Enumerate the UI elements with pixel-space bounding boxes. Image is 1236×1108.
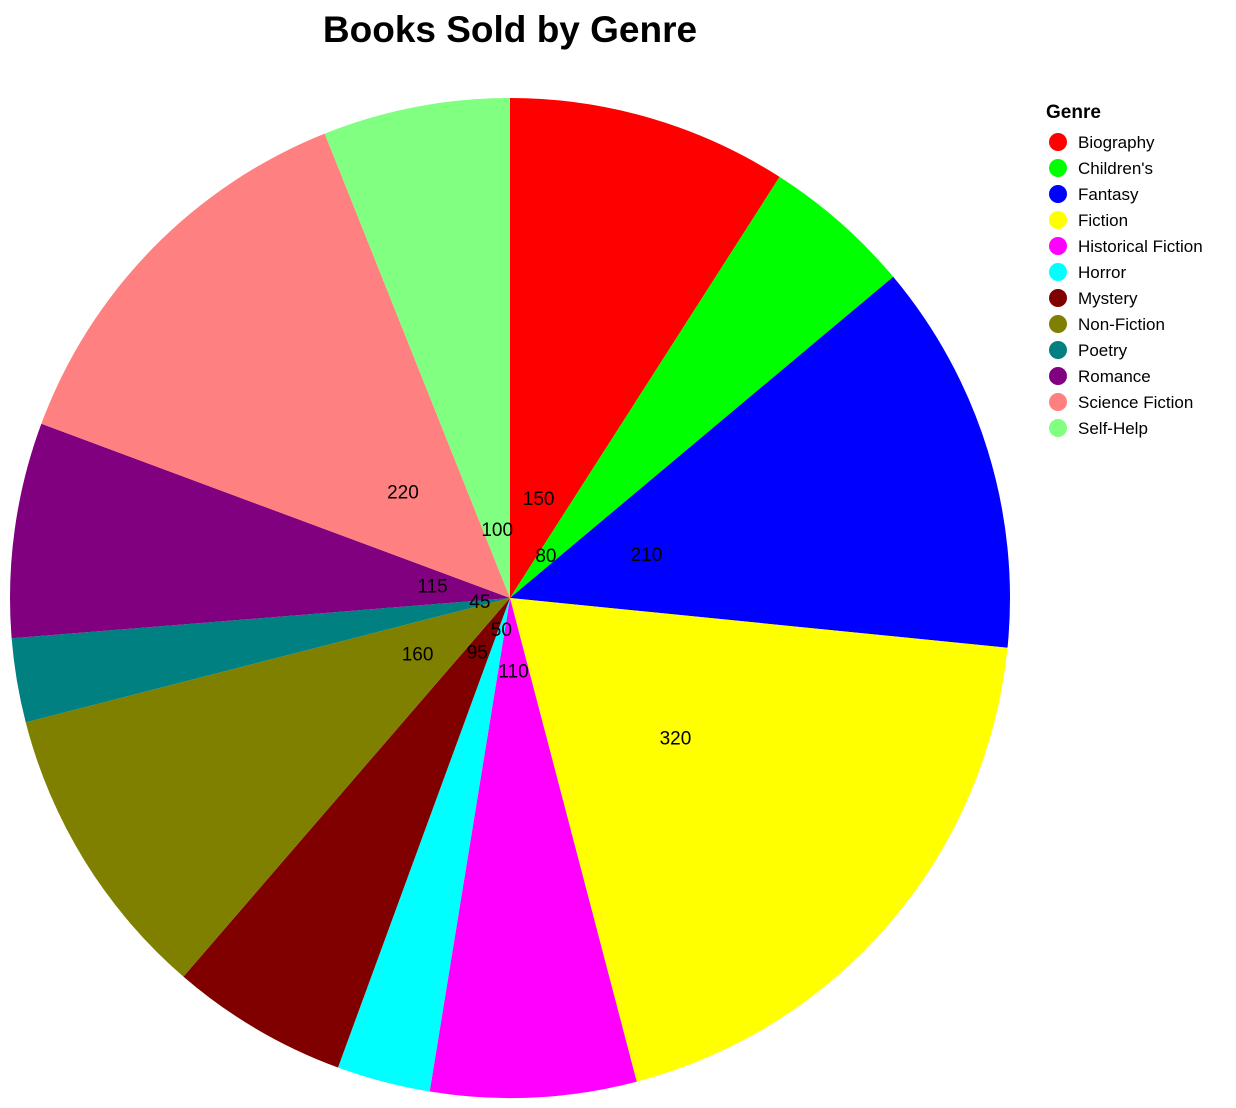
legend-label-biography: Biography	[1078, 133, 1155, 152]
slice-fantasy	[510, 276, 1011, 648]
legend-swatch-science-fiction	[1049, 393, 1067, 411]
legend-swatch-children-s	[1049, 159, 1067, 177]
legend-swatch-self-help	[1049, 419, 1067, 437]
slice-poetry	[11, 598, 510, 723]
legend-label-children-s: Children's	[1078, 159, 1153, 178]
legend-swatch-historical-fiction	[1049, 237, 1067, 255]
legend-label-romance: Romance	[1078, 367, 1151, 386]
legend-swatch-romance	[1049, 367, 1067, 385]
legend-swatch-fiction	[1049, 211, 1067, 229]
legend-swatch-poetry	[1049, 341, 1067, 359]
slice-mystery	[183, 598, 511, 1068]
legend-swatch-biography	[1049, 133, 1067, 151]
data-label-self-help: 100	[481, 520, 513, 541]
legend-label-historical-fiction: Historical Fiction	[1078, 237, 1203, 256]
legend-swatch-fantasy	[1049, 185, 1067, 203]
slice-biography	[510, 98, 780, 598]
data-label-horror: 50	[491, 620, 512, 641]
data-label-mystery: 95	[467, 643, 488, 664]
legend-swatch-mystery	[1049, 289, 1067, 307]
pie-slices	[10, 98, 1011, 1099]
slice-non-fiction	[25, 598, 511, 977]
slice-self-help	[324, 98, 510, 598]
slice-historical-fiction	[429, 598, 637, 1099]
data-label-science-fiction: 220	[387, 482, 419, 503]
legend-swatch-non-fiction	[1049, 315, 1067, 333]
data-label-biography: 150	[523, 489, 555, 510]
legend-label-horror: Horror	[1078, 263, 1127, 282]
legend-label-non-fiction: Non-Fiction	[1078, 315, 1165, 334]
slice-children-s	[510, 176, 894, 598]
legend-label-fantasy: Fantasy	[1078, 185, 1139, 204]
legend-label-science-fiction: Science Fiction	[1078, 393, 1193, 412]
slice-romance	[10, 423, 510, 639]
data-label-poetry: 45	[469, 592, 490, 613]
data-label-fiction: 320	[660, 728, 692, 749]
legend: Genre Biography Children's Fantasy Fiction H…	[1046, 102, 1203, 438]
legend-label-poetry: Poetry	[1078, 341, 1128, 360]
chart-title: Books Sold by Genre	[323, 9, 697, 50]
legend-label-mystery: Mystery	[1078, 289, 1138, 308]
slice-science-fiction	[41, 133, 511, 599]
legend-swatch-horror	[1049, 263, 1067, 281]
data-label-non-fiction: 160	[402, 644, 434, 665]
data-label-romance: 115	[417, 576, 447, 597]
legend-title: Genre	[1046, 102, 1101, 123]
data-label-fantasy: 210	[631, 545, 663, 566]
slice-horror	[337, 598, 510, 1092]
data-label-children-s: 80	[535, 546, 556, 567]
legend-label-fiction: Fiction	[1078, 211, 1128, 230]
slice-fiction	[510, 598, 1008, 1082]
data-label-historical-fiction: 110	[498, 662, 528, 683]
legend-label-self-help: Self-Help	[1078, 419, 1148, 438]
